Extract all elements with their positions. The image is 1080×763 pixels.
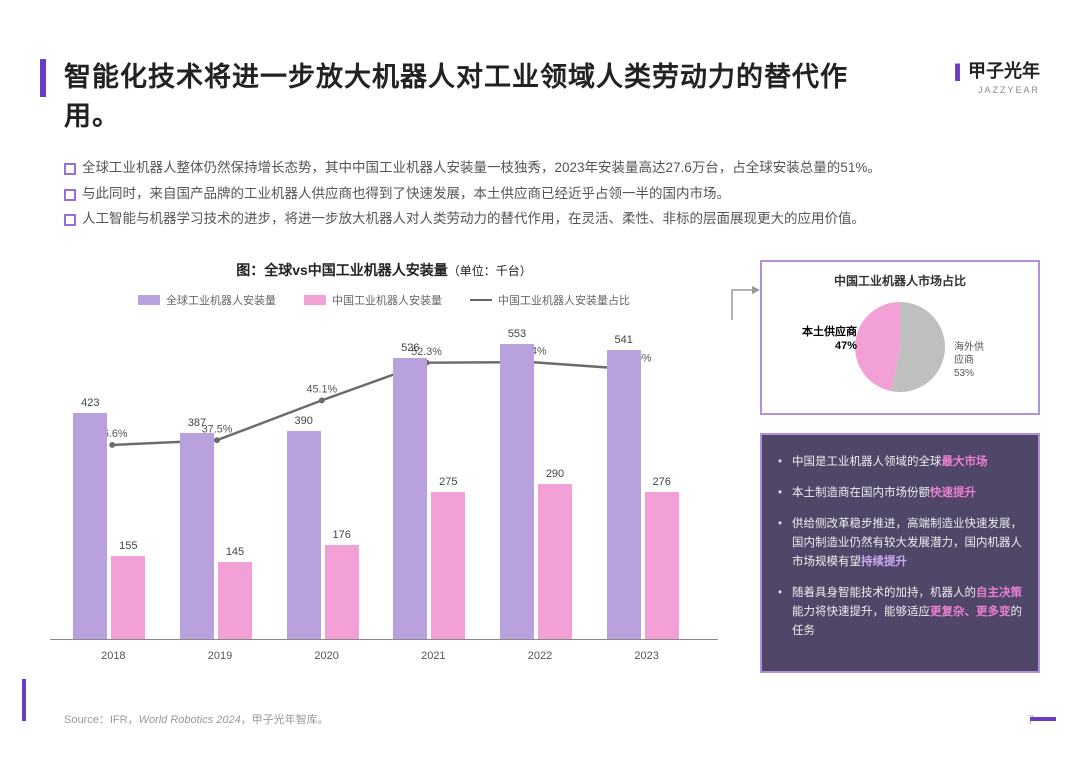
pie-slice-local (855, 302, 900, 391)
bullet-item: 与此同时，来自国产品牌的工业机器人供应商也得到了快速发展，本土供应商已经近乎占领… (64, 181, 1040, 207)
chart-legend: 全球工业机器人安装量 中国工业机器人安装量 中国工业机器人安装量占比 (40, 292, 728, 308)
bar-value-label: 423 (73, 397, 107, 409)
bullet-list: 全球工业机器人整体仍然保持增长态势，其中中国工业机器人安装量一枝独秀，2023年… (64, 155, 1040, 232)
right-decoration-bar (1030, 717, 1056, 721)
bar-group: 553290 (500, 344, 580, 639)
x-tick-label: 2023 (607, 650, 687, 662)
bar-value-label: 176 (325, 529, 359, 541)
bar-value-label: 290 (538, 468, 572, 480)
brand-logo-icon: |||||| (953, 61, 957, 81)
legend-china: 中国工业机器人安装量 (304, 292, 442, 308)
arrow-connector-icon (730, 280, 760, 322)
x-tick-label: 2022 (500, 650, 580, 662)
bar-value-label: 390 (287, 415, 321, 427)
chart-title-main: 图：全球vs中国工业机器人安装量 (236, 262, 448, 278)
bar-group: 526275 (393, 358, 473, 639)
chart-title-unit: （单位：千台） (448, 264, 532, 278)
bar-china: 275 (431, 492, 465, 639)
pie-label-foreign: 海外供 应商 53% (954, 341, 984, 380)
bar-group: 390176 (287, 431, 367, 639)
bar-global: 541 (607, 350, 641, 639)
info-item: 本土制造商在国内市场份额快速提升 (778, 484, 1022, 503)
source-line: Source：IFR，World Robotics 2024，甲子光年智库。 (64, 711, 329, 727)
bar-value-label: 145 (218, 546, 252, 558)
info-panel: 中国是工业机器人领域的全球最大市场本土制造商在国内市场份额快速提升供给侧改革稳步… (760, 433, 1040, 673)
bar-global: 387 (180, 433, 214, 639)
bar-global: 526 (393, 358, 427, 639)
x-tick-label: 2018 (73, 650, 153, 662)
legend-share: 中国工业机器人安装量占比 (470, 292, 630, 308)
bullet-item: 全球工业机器人整体仍然保持增长态势，其中中国工业机器人安装量一枝独秀，2023年… (64, 155, 1040, 181)
info-item: 随着具身智能技术的加持，机器人的自主决策能力将快速提升，能够适应更复杂、更多变的… (778, 584, 1022, 641)
brand-block: |||||| 甲子光年 JAZZYEAR (920, 55, 1040, 95)
bar-value-label: 526 (393, 342, 427, 354)
bar-china: 290 (538, 484, 572, 639)
bar-group: 541276 (607, 350, 687, 639)
bar-china: 155 (111, 556, 145, 639)
legend-global: 全球工业机器人安装量 (138, 292, 276, 308)
bar-china: 145 (218, 562, 252, 639)
x-tick-label: 2021 (393, 650, 473, 662)
bar-value-label: 387 (180, 417, 214, 429)
slide-title: 智能化技术将进一步放大机器人对工业领域人类劳动力的替代作用。 (64, 55, 902, 133)
title-row: 智能化技术将进一步放大机器人对工业领域人类劳动力的替代作用。 |||||| 甲子… (40, 55, 1040, 133)
bar-global: 553 (500, 344, 534, 639)
title-accent-bar (40, 59, 46, 97)
pie-panel: 中国工业机器人市场占比 本土供应商 47% 海外供 应商 53% (760, 260, 1040, 415)
bar-line-chart: 图：全球vs中国工业机器人安装量（单位：千台） 全球工业机器人安装量 中国工业机… (40, 260, 728, 690)
x-tick-label: 2019 (180, 650, 260, 662)
bar-group: 423155 (73, 413, 153, 639)
pie-title: 中国工业机器人市场占比 (774, 272, 1026, 289)
bar-group: 387145 (180, 433, 260, 639)
chart-plot-area: 36.6%37.5%45.1%52.3%52.4%51.0% 423155387… (50, 320, 718, 640)
bar-global: 423 (73, 413, 107, 639)
bullet-item: 人工智能与机器学习技术的进步，将进一步放大机器人对人类劳动力的替代作用，在灵活、… (64, 206, 1040, 232)
bar-value-label: 275 (431, 476, 465, 488)
chart-x-axis: 2018 2019 2020 2021 2022 2023 (50, 650, 718, 666)
x-tick-label: 2020 (287, 650, 367, 662)
bar-global: 390 (287, 431, 321, 639)
info-item: 供给侧改革稳步推进，高端制造业快速发展，国内制造业仍然有较大发展潜力，国内机器人… (778, 515, 1022, 572)
brand-name-en: JAZZYEAR (920, 85, 1040, 95)
chart-title: 图：全球vs中国工业机器人安装量（单位：千台） (40, 260, 728, 280)
bar-value-label: 155 (111, 540, 145, 552)
share-pct-label: 45.1% (306, 383, 337, 395)
brand-name-cn: 甲子光年 (968, 61, 1040, 81)
pie-label-local: 本土供应商 47% (802, 325, 857, 354)
bar-value-label: 276 (645, 476, 679, 488)
bar-value-label: 541 (607, 334, 641, 346)
bar-value-label: 553 (500, 328, 534, 340)
left-decoration-bar (22, 679, 26, 721)
bar-china: 176 (325, 545, 359, 639)
bar-china: 276 (645, 492, 679, 639)
pie-chart (850, 297, 950, 397)
info-item: 中国是工业机器人领域的全球最大市场 (778, 453, 1022, 472)
